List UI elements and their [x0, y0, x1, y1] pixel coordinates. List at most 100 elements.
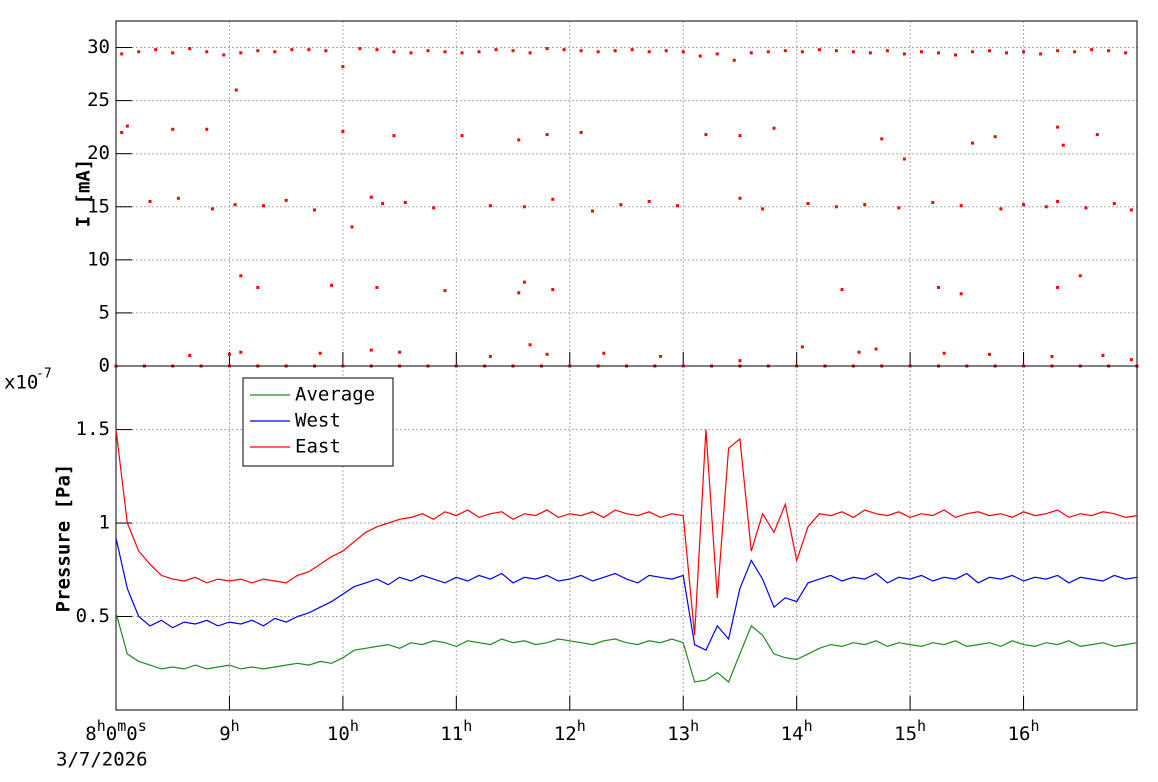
- data-point: [171, 127, 175, 131]
- data-point: [647, 199, 651, 203]
- data-point: [1107, 49, 1111, 53]
- data-point: [517, 291, 521, 295]
- data-point: [1112, 202, 1116, 206]
- data-point: [256, 285, 260, 289]
- data-point: [460, 134, 464, 138]
- data-point: [1005, 51, 1009, 55]
- data-point: [834, 205, 838, 209]
- data-point: [936, 51, 940, 55]
- data-point: [1129, 208, 1133, 212]
- data-point: [619, 203, 623, 207]
- data-point: [868, 51, 872, 55]
- data-point: [783, 49, 787, 53]
- data-point: [392, 50, 396, 54]
- data-point: [494, 48, 498, 52]
- data-point: [715, 52, 719, 56]
- data-point: [443, 50, 447, 54]
- legend: Average West East: [242, 377, 394, 467]
- data-point: [313, 208, 317, 212]
- data-point: [840, 288, 844, 292]
- data-point: [931, 201, 935, 205]
- data-point: [806, 202, 810, 206]
- data-point: [1056, 199, 1060, 203]
- data-point: [919, 50, 923, 54]
- data-point: [188, 47, 192, 51]
- data-point: [125, 124, 129, 128]
- x-tick-label: 10h: [327, 717, 359, 745]
- data-point: [188, 353, 192, 357]
- data-point: [630, 48, 634, 52]
- y-tick-label: 1: [99, 512, 110, 534]
- data-point: [993, 135, 997, 139]
- data-point: [1101, 353, 1105, 357]
- data-point: [562, 48, 566, 52]
- data-line: [115, 537, 1138, 652]
- data-point: [902, 157, 906, 161]
- data-point: [942, 351, 946, 355]
- data-point: [210, 207, 214, 211]
- data-point: [392, 134, 396, 138]
- x-tick-label: 13h: [667, 717, 699, 745]
- data-point: [1073, 50, 1077, 54]
- data-point: [857, 350, 861, 354]
- x-tick-label: 14h: [781, 717, 813, 745]
- data-point: [284, 198, 288, 202]
- data-point: [369, 195, 373, 199]
- data-point: [234, 88, 238, 92]
- data-point: [324, 49, 328, 53]
- data-point: [1090, 48, 1094, 52]
- data-point: [1078, 274, 1082, 278]
- data-point: [1056, 125, 1060, 129]
- legend-label: West: [295, 410, 341, 432]
- data-point: [205, 127, 209, 131]
- data-point: [959, 292, 963, 296]
- data-point: [120, 130, 124, 134]
- y-tick-label: 0: [99, 355, 110, 377]
- y-tick-label: 5: [99, 301, 110, 323]
- data-point: [988, 49, 992, 53]
- data-point: [239, 274, 243, 278]
- data-point: [863, 203, 867, 207]
- y-tick-label: 15: [87, 195, 110, 217]
- data-point: [341, 65, 345, 69]
- data-point: [545, 47, 549, 51]
- data-point: [1022, 50, 1026, 54]
- x-date-label: 3/7/2026: [56, 749, 148, 771]
- data-point: [222, 53, 226, 57]
- data-point: [290, 48, 294, 52]
- data-point: [528, 51, 532, 55]
- data-point: [239, 350, 243, 354]
- data-point: [738, 134, 742, 138]
- data-point: [318, 351, 322, 355]
- data-point: [358, 47, 362, 51]
- data-point: [381, 202, 385, 206]
- data-point: [120, 52, 124, 56]
- y-tick-label: 10: [87, 248, 110, 270]
- x-tick-label: 11h: [440, 717, 472, 745]
- data-point: [488, 204, 492, 208]
- data-point: [545, 133, 549, 137]
- data-point: [800, 345, 804, 349]
- data-point: [528, 343, 532, 347]
- data-point: [613, 49, 617, 53]
- data-point: [579, 130, 583, 134]
- data-point: [432, 206, 436, 210]
- data-point: [350, 225, 354, 229]
- y-scale-base: x10: [4, 372, 38, 394]
- data-point: [1095, 133, 1099, 137]
- data-point: [1061, 143, 1065, 147]
- data-point: [375, 285, 379, 289]
- data-line: [115, 429, 1138, 636]
- data-point: [460, 51, 464, 55]
- data-point: [590, 209, 594, 213]
- data-point: [545, 352, 549, 356]
- data-point: [176, 196, 180, 200]
- x-tick-label: 8h0m0s: [85, 717, 146, 745]
- data-point: [1056, 285, 1060, 289]
- data-point: [1022, 203, 1026, 207]
- data-point: [988, 352, 992, 356]
- legend-box: [242, 377, 394, 467]
- data-point: [681, 50, 685, 54]
- data-point: [959, 204, 963, 208]
